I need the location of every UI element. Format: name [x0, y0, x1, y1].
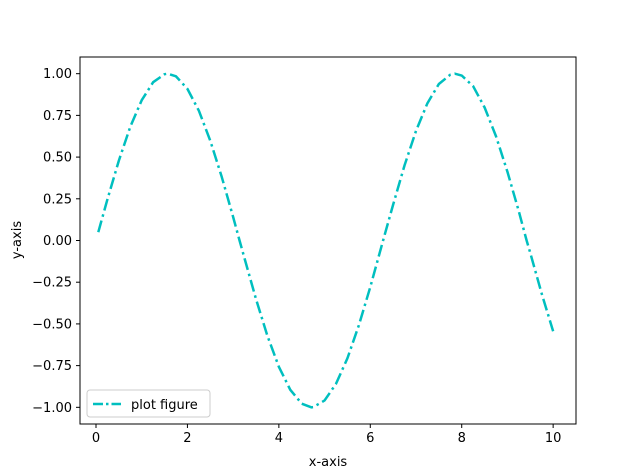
y-tick-label: 0.75: [43, 109, 72, 124]
y-axis-ticks: 1.00 0.75 0.50 0.25 0.00 −0.25 −0.50 −0.75 −1.00: [32, 67, 80, 416]
x-tick-label: 2: [183, 431, 191, 446]
x-axis-ticks: 0 2 4 6 8 10: [92, 424, 562, 446]
x-tick-label: 0: [92, 431, 100, 446]
x-tick-label: 10: [545, 431, 562, 446]
x-tick-label: 8: [458, 431, 466, 446]
series-layer: [97, 72, 555, 409]
x-tick-label: 4: [275, 431, 283, 446]
y-tick-label: −0.50: [32, 317, 72, 332]
x-axis-label: x-axis: [309, 455, 348, 470]
plot-area: [80, 57, 576, 424]
y-tick-label: 0.25: [43, 192, 72, 207]
y-tick-label: −0.75: [32, 359, 72, 374]
plot-background: [80, 57, 576, 424]
y-tick-label: 0.00: [43, 234, 72, 249]
legend: plot figure: [86, 389, 211, 418]
legend-box: [86, 389, 211, 418]
y-tick-label: 0.50: [43, 151, 72, 166]
y-tick-label: −1.00: [32, 401, 72, 416]
x-tick-label: 6: [366, 431, 374, 446]
y-tick-label: 1.00: [43, 67, 72, 82]
legend-label: plot figure: [131, 398, 198, 413]
series-line: [97, 72, 555, 409]
y-axis-label: y-axis: [10, 221, 25, 259]
y-tick-label: −0.25: [32, 276, 72, 291]
